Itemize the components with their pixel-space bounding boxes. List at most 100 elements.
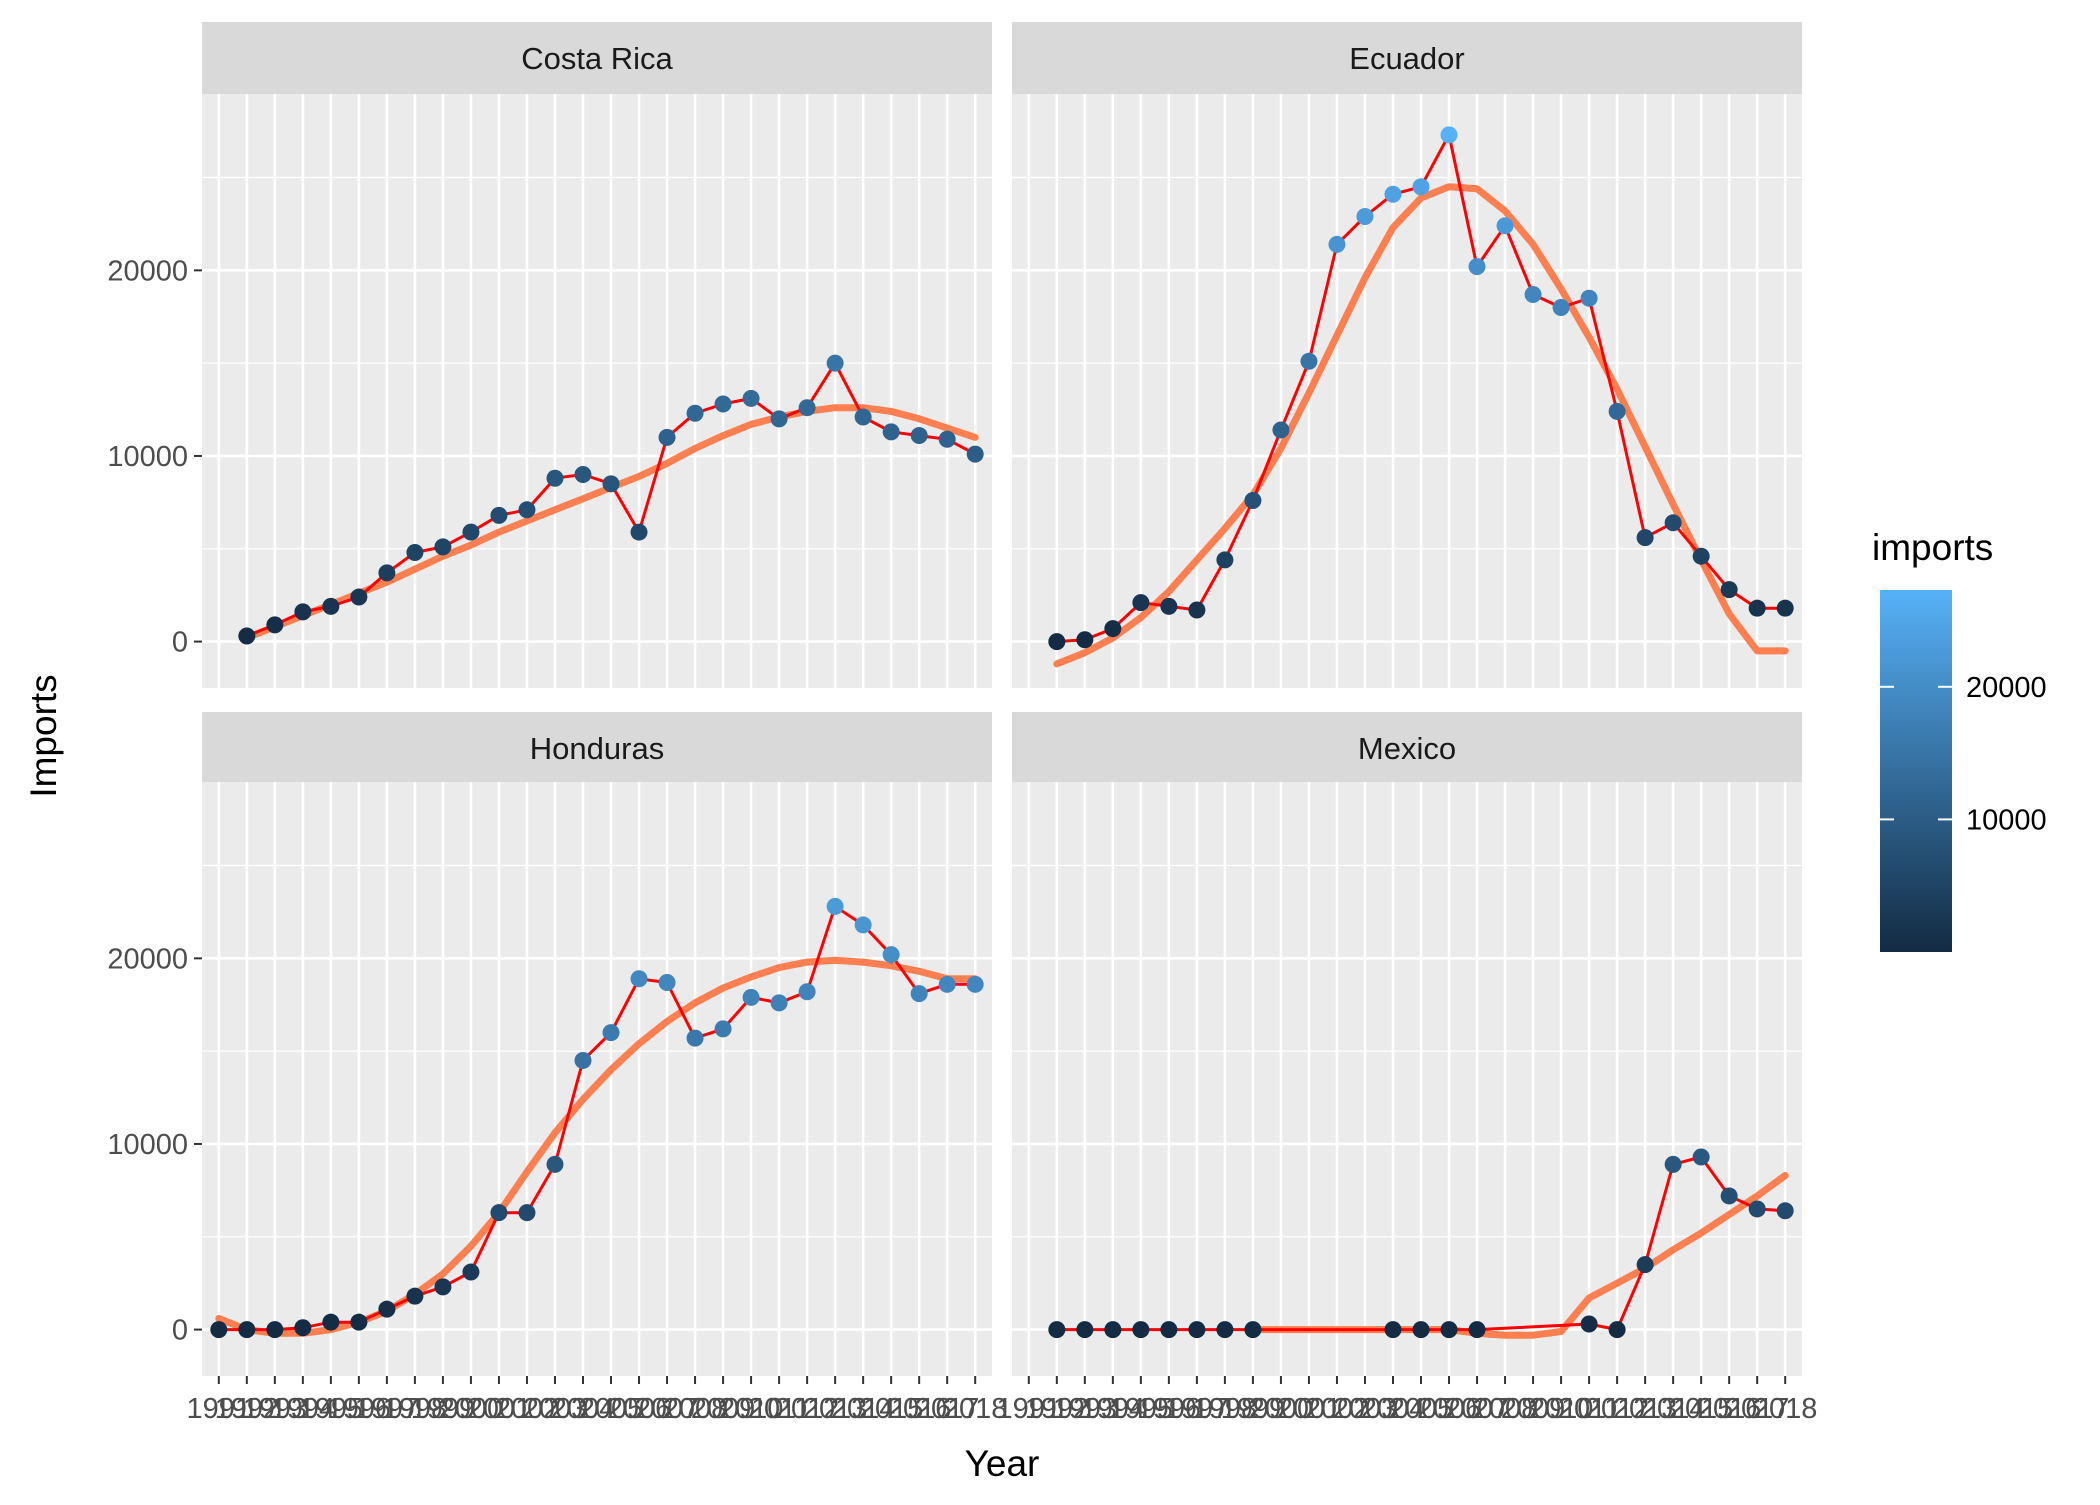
x-tick-label: 2012 <box>1585 1393 1650 1425</box>
data-point <box>882 946 900 964</box>
x-tick-label: 1991 <box>187 1393 252 1425</box>
x-tick-label: 2016 <box>887 1393 952 1425</box>
panel-background <box>202 782 992 1376</box>
x-tick-label: 2002 <box>495 1393 560 1425</box>
x-tick-label: 1994 <box>271 1393 336 1425</box>
x-axis-title: Year <box>965 1443 1040 1484</box>
data-point <box>434 538 452 556</box>
x-tick-label: 2000 <box>1249 1393 1314 1425</box>
y-tick-label: 20000 <box>107 943 188 975</box>
data-point <box>1188 601 1206 619</box>
y-tick-label: 10000 <box>107 1129 188 1161</box>
data-point <box>378 564 396 582</box>
data-point <box>406 543 424 561</box>
x-tick-label: 2015 <box>859 1393 924 1425</box>
x-tick-label: 1991 <box>997 1393 1062 1425</box>
data-point <box>658 428 676 446</box>
data-point <box>658 973 676 991</box>
data-point <box>826 897 844 915</box>
data-point <box>1216 551 1234 569</box>
data-point <box>546 1155 564 1173</box>
data-point <box>770 994 788 1012</box>
x-tick-label: 2011 <box>748 1393 810 1425</box>
facet-panel-mexico: Mexico 1991199219931994199519961997199819… <box>997 712 1818 1425</box>
data-point <box>1720 581 1738 599</box>
data-point <box>1720 1187 1738 1205</box>
legend-label: 20000 <box>1966 672 2047 704</box>
facet-strip-label: Honduras <box>530 731 664 766</box>
data-point <box>1692 547 1710 565</box>
data-point <box>938 430 956 448</box>
x-tick-label: 2007 <box>635 1393 700 1425</box>
facet-panel-ecuador: Ecuador <box>1012 22 1802 688</box>
data-point <box>1160 597 1178 615</box>
data-point <box>378 1300 396 1318</box>
x-tick-label: 1998 <box>1193 1393 1258 1425</box>
x-tick-label: 2003 <box>1333 1393 1398 1425</box>
data-point <box>1076 631 1094 649</box>
data-point <box>854 408 872 426</box>
x-tick-label: 2017 <box>1725 1393 1790 1425</box>
legend-label: 10000 <box>1966 804 2047 836</box>
data-point <box>714 395 732 413</box>
data-point <box>1636 1256 1654 1274</box>
data-point <box>770 410 788 428</box>
data-point <box>490 506 508 524</box>
legend-title: imports <box>1872 527 1993 568</box>
x-tick-label: 2009 <box>691 1393 756 1425</box>
facet-panel-honduras: Honduras01000020000199119921993199419951… <box>107 712 1007 1425</box>
data-point <box>1468 258 1486 276</box>
data-point <box>1384 1321 1402 1339</box>
facet-strip-label: Costa Rica <box>521 41 673 76</box>
x-tick-label: 1995 <box>299 1393 364 1425</box>
data-point <box>1552 298 1570 316</box>
x-tick-label: 2000 <box>439 1393 504 1425</box>
data-point <box>910 985 928 1003</box>
x-tick-label: 1993 <box>243 1393 308 1425</box>
x-tick-label: 2018 <box>1753 1393 1818 1425</box>
panel-background <box>1012 94 1802 688</box>
x-tick-label: 2009 <box>1501 1393 1566 1425</box>
x-tick-label: 2011 <box>1558 1393 1620 1425</box>
y-tick-label: 0 <box>172 1315 188 1347</box>
data-point <box>1664 1155 1682 1173</box>
data-point <box>966 445 984 463</box>
data-point <box>1356 208 1374 226</box>
data-point <box>1440 126 1458 144</box>
facet-strip <box>1012 22 1802 94</box>
data-point <box>294 1319 312 1337</box>
data-point <box>266 616 284 634</box>
data-point <box>686 404 704 422</box>
legend: imports 20000 10000 <box>1872 527 2047 952</box>
y-tick-label: 20000 <box>107 255 188 287</box>
data-point <box>1328 235 1346 253</box>
data-point <box>742 389 760 407</box>
data-point <box>1076 1321 1094 1339</box>
data-point <box>966 975 984 993</box>
data-point <box>238 1321 256 1339</box>
x-tick-label: 2018 <box>943 1393 1008 1425</box>
data-point <box>238 627 256 645</box>
data-point <box>210 1321 228 1339</box>
x-tick-label: 1999 <box>1221 1393 1286 1425</box>
data-point <box>742 988 760 1006</box>
data-point <box>1524 285 1542 303</box>
data-point <box>322 1313 340 1331</box>
data-point <box>1188 1321 1206 1339</box>
data-point <box>1216 1321 1234 1339</box>
data-point <box>1300 352 1318 370</box>
legend-colorbar <box>1880 590 1952 952</box>
data-point <box>406 1287 424 1305</box>
data-point <box>434 1278 452 1296</box>
x-tick-label: 2003 <box>523 1393 588 1425</box>
data-point <box>630 523 648 541</box>
data-point <box>1048 1321 1066 1339</box>
smooth-trend-line <box>215 956 979 1337</box>
x-tick-label: 2005 <box>579 1393 644 1425</box>
y-tick-label: 0 <box>172 627 188 659</box>
data-point <box>1636 529 1654 547</box>
data-point <box>602 475 620 493</box>
smooth-trend-line <box>1053 183 1789 668</box>
data-point <box>1580 289 1598 307</box>
